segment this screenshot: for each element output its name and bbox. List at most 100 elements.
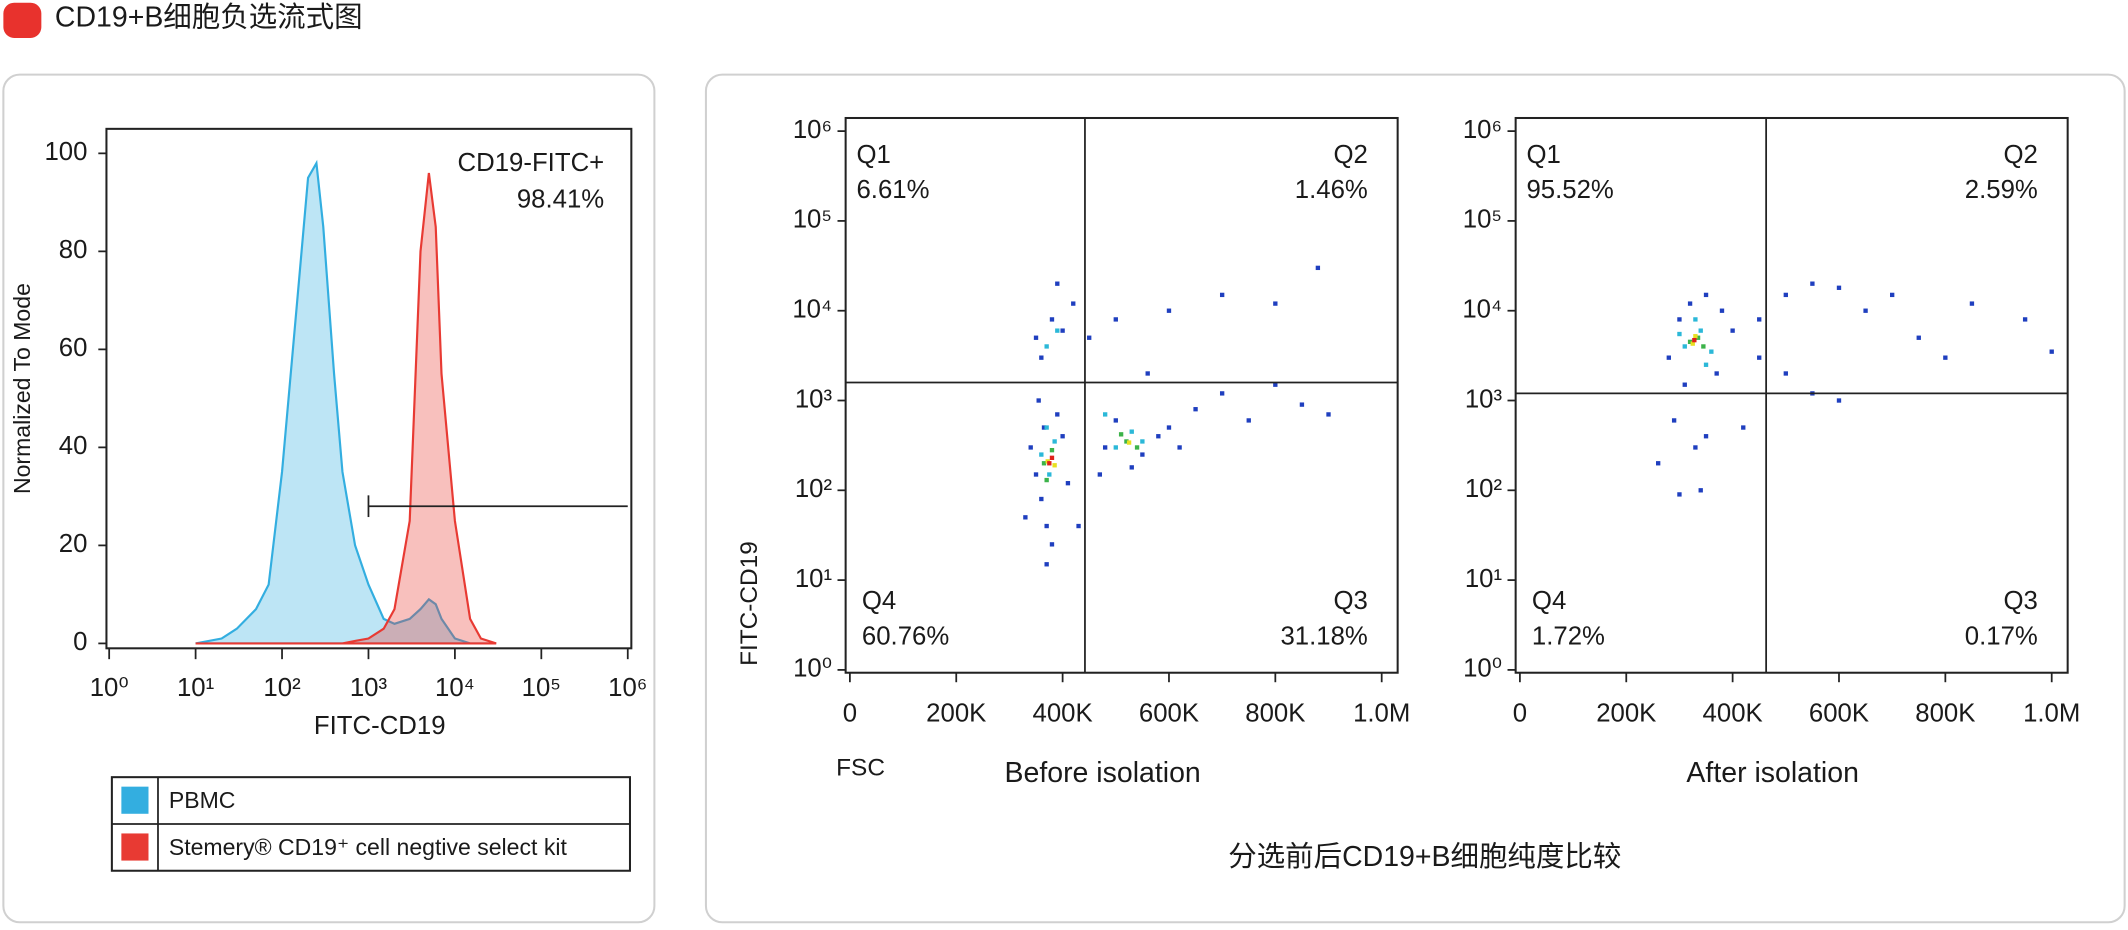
event-dot [1693,334,1698,339]
event-dot [1177,445,1182,450]
event-dot [1219,391,1225,396]
event-dot [1126,440,1132,445]
event-dot [1757,317,1762,322]
event-dot [1036,398,1041,403]
event-dot [1315,265,1321,271]
event-dot [1102,445,1108,450]
event-dot [1326,412,1331,417]
event-dot [1863,308,1868,313]
event-dot [1741,425,1746,430]
caption: 分选前后CD19+B细胞纯度比较 [1228,841,1621,873]
event-dot [1969,301,1975,306]
event-dot [1060,328,1065,333]
y-tick-label: 10³ [1465,385,1503,413]
title-marker [3,2,42,38]
event-dot [1044,562,1049,567]
event-dot [1687,301,1693,306]
event-dot [1028,445,1033,450]
plot-subtitle: Before isolation [1005,757,1201,789]
event-dot [1299,402,1305,407]
quadrant-value: 6.61% [856,176,929,204]
y-tick-label: 10³ [795,385,833,413]
y-tick-label: 10⁵ [1463,206,1502,234]
quadrant-label: Q4 [1532,587,1566,615]
legend-swatch [121,786,149,814]
quadrant-label: Q2 [1333,141,1367,169]
event-dot [1692,337,1697,343]
event-dot [1044,344,1049,349]
quadrant-label: Q1 [1527,141,1561,169]
quadrant-value: 1.46% [1295,176,1368,204]
event-dot [1049,447,1055,453]
legend-label: PBMC [169,787,236,813]
event-dot [1156,434,1161,439]
event-dot [1023,515,1028,520]
annotation-value: 98.41% [517,186,604,214]
event-dot [1889,292,1895,298]
event-dot [1055,328,1060,333]
event-dot [1714,371,1719,376]
event-dot [1140,439,1145,444]
event-dot [1810,281,1815,286]
event-dot [1044,523,1049,529]
event-dot [1783,292,1788,298]
event-dot [1703,362,1709,367]
event-dot [1219,292,1225,298]
event-dot [1055,412,1060,417]
x-tick-label: 800K [1245,700,1305,728]
quadrant-value: 1.72% [1532,622,1605,650]
x-axis-label: FITC-CD19 [314,712,446,740]
event-dot [1071,301,1076,306]
y-tick-label: 80 [59,236,88,264]
quadrant-value: 0.17% [1965,622,2038,650]
event-dot [1049,317,1055,322]
event-dot [1145,371,1150,376]
event-dot [1118,432,1124,437]
event-dot [1166,308,1172,313]
histogram-area [195,159,497,645]
y-tick-label: 10¹ [1465,565,1503,593]
x-tick-label: 1.0M [2023,700,2080,728]
y-tick-label: 10⁵ [793,206,832,234]
event-dot [1783,371,1788,376]
x-tick-label: 10¹ [177,674,215,702]
histogram-area [195,172,497,645]
event-dot [1698,328,1703,333]
quadrant-label: Q2 [2003,141,2037,169]
event-dot [1134,445,1140,450]
y-tick-label: 10² [795,475,833,503]
x-tick-label: 200K [1596,700,1656,728]
annotation: CD19-FITC+ [458,149,605,177]
event-dot [1682,344,1687,349]
event-dot [1113,445,1118,450]
y-axis-label: Normalized To Mode [9,283,35,494]
event-dot [1087,335,1092,340]
event-dot [1049,542,1055,547]
event-dot [1041,425,1047,430]
x-tick-label: 1.0M [1353,700,1410,728]
event-dot [1757,355,1762,360]
event-dot [1656,461,1661,466]
y-tick-label: 0 [73,628,87,656]
x-tick-label: 10³ [350,674,388,702]
event-dot [1709,349,1714,354]
event-dot [1677,492,1682,497]
quadrant-value: 31.18% [1280,622,1367,650]
event-dot [1113,418,1118,423]
event-dot [1690,341,1695,346]
event-dot [1044,477,1049,483]
event-dot [1695,335,1701,340]
event-dot [1060,434,1065,439]
y-tick-label: 10⁰ [1463,655,1502,683]
x-tick-label: 200K [926,700,986,728]
quadrant-label: Q3 [2003,587,2037,615]
event-dot [1698,488,1703,493]
y-tick-label: 10⁴ [792,296,832,324]
event-dot [1693,445,1698,450]
y-tick-label: 20 [59,530,88,558]
event-dot [1052,463,1057,468]
event-dot [1916,335,1921,340]
event-dot [1682,382,1687,387]
x-tick-label: 0 [1513,700,1527,728]
